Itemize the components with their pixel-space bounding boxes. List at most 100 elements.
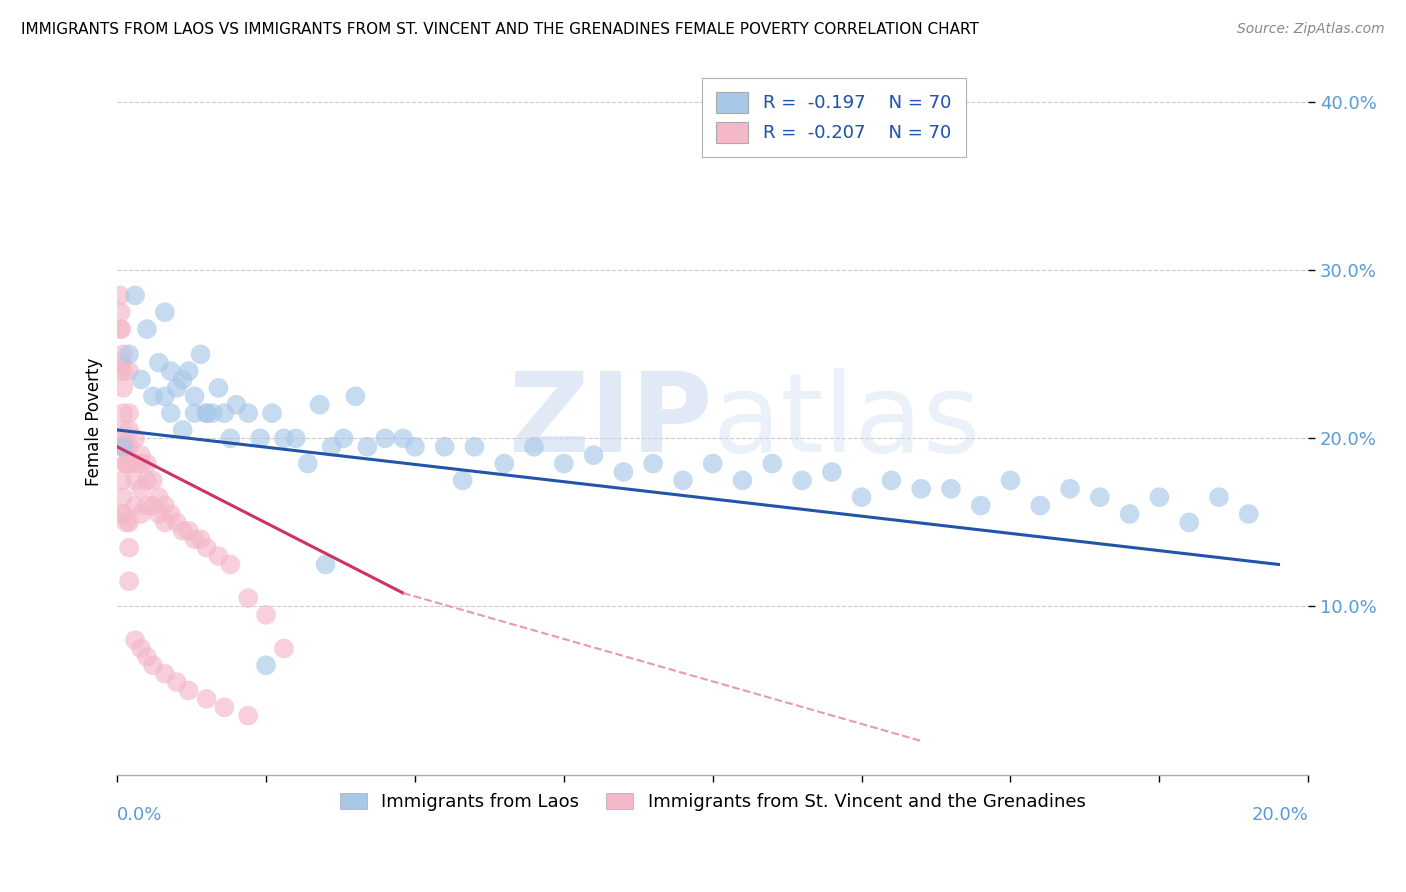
- Point: [177, 683, 200, 698]
- Point: [136, 649, 159, 664]
- Point: [153, 499, 176, 513]
- Point: [110, 364, 132, 378]
- Point: [1237, 507, 1260, 521]
- Point: [321, 440, 343, 454]
- Point: [118, 516, 141, 530]
- Point: [315, 558, 337, 572]
- Point: [114, 457, 136, 471]
- Text: atlas: atlas: [713, 368, 981, 475]
- Point: [238, 406, 260, 420]
- Text: 0.0%: 0.0%: [117, 806, 163, 824]
- Point: [260, 406, 283, 420]
- Point: [115, 516, 138, 530]
- Point: [494, 457, 516, 471]
- Point: [142, 499, 165, 513]
- Point: [183, 389, 205, 403]
- Point: [124, 633, 146, 648]
- Point: [110, 322, 132, 336]
- Point: [112, 440, 135, 454]
- Point: [433, 440, 456, 454]
- Point: [112, 406, 135, 420]
- Point: [148, 356, 170, 370]
- Point: [463, 440, 485, 454]
- Point: [970, 499, 993, 513]
- Point: [183, 406, 205, 420]
- Point: [1088, 490, 1111, 504]
- Point: [332, 431, 354, 445]
- Point: [790, 474, 813, 488]
- Point: [177, 524, 200, 538]
- Point: [582, 448, 605, 462]
- Point: [195, 406, 218, 420]
- Point: [172, 423, 194, 437]
- Point: [148, 507, 170, 521]
- Point: [159, 406, 181, 420]
- Point: [166, 381, 188, 395]
- Point: [172, 524, 194, 538]
- Point: [939, 482, 962, 496]
- Point: [136, 499, 159, 513]
- Point: [254, 607, 277, 622]
- Point: [1000, 474, 1022, 488]
- Point: [118, 457, 141, 471]
- Point: [159, 364, 181, 378]
- Point: [111, 440, 134, 454]
- Point: [225, 398, 247, 412]
- Point: [910, 482, 932, 496]
- Point: [118, 541, 141, 555]
- Point: [553, 457, 575, 471]
- Text: Source: ZipAtlas.com: Source: ZipAtlas.com: [1237, 22, 1385, 37]
- Point: [112, 347, 135, 361]
- Point: [115, 440, 138, 454]
- Point: [1178, 516, 1201, 530]
- Point: [284, 431, 307, 445]
- Point: [702, 457, 724, 471]
- Point: [1059, 482, 1081, 496]
- Point: [112, 490, 135, 504]
- Point: [112, 431, 135, 445]
- Point: [124, 288, 146, 302]
- Point: [129, 641, 152, 656]
- Point: [111, 507, 134, 521]
- Point: [114, 440, 136, 454]
- Point: [148, 490, 170, 504]
- Point: [344, 389, 367, 403]
- Point: [115, 457, 138, 471]
- Point: [112, 364, 135, 378]
- Point: [238, 591, 260, 605]
- Point: [129, 448, 152, 462]
- Point: [108, 322, 131, 336]
- Point: [172, 372, 194, 386]
- Point: [195, 406, 218, 420]
- Point: [118, 347, 141, 361]
- Point: [273, 641, 295, 656]
- Point: [118, 364, 141, 378]
- Point: [142, 474, 165, 488]
- Point: [612, 465, 634, 479]
- Point: [201, 406, 224, 420]
- Point: [166, 516, 188, 530]
- Point: [118, 423, 141, 437]
- Point: [136, 322, 159, 336]
- Point: [166, 675, 188, 690]
- Point: [124, 499, 146, 513]
- Point: [183, 533, 205, 547]
- Point: [643, 457, 665, 471]
- Point: [112, 440, 135, 454]
- Point: [111, 474, 134, 488]
- Point: [112, 423, 135, 437]
- Point: [214, 700, 236, 714]
- Point: [821, 465, 844, 479]
- Point: [124, 474, 146, 488]
- Point: [207, 549, 229, 563]
- Point: [142, 389, 165, 403]
- Point: [219, 558, 242, 572]
- Point: [731, 474, 754, 488]
- Point: [214, 406, 236, 420]
- Point: [1118, 507, 1140, 521]
- Point: [153, 389, 176, 403]
- Text: IMMIGRANTS FROM LAOS VS IMMIGRANTS FROM ST. VINCENT AND THE GRENADINES FEMALE PO: IMMIGRANTS FROM LAOS VS IMMIGRANTS FROM …: [21, 22, 979, 37]
- Point: [153, 516, 176, 530]
- Point: [118, 406, 141, 420]
- Point: [195, 541, 218, 555]
